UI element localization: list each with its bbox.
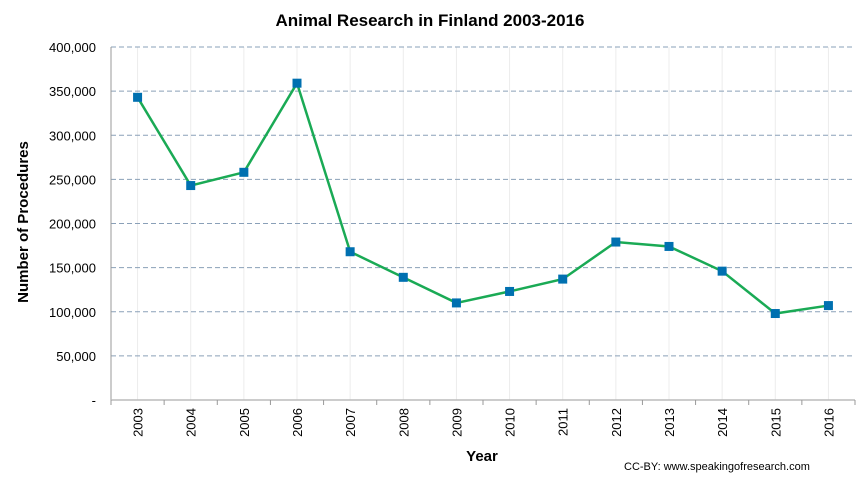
x-tick-label: 2016: [821, 408, 836, 437]
y-tick-label: 250,000: [49, 172, 96, 187]
series-line-path: [136, 80, 829, 315]
x-tick-label: 2012: [609, 408, 624, 437]
data-point-marker: [451, 298, 461, 308]
chart-title: Animal Research in Finland 2003-2016: [276, 11, 585, 30]
data-point-marker: [611, 237, 621, 247]
y-tick-label: 50,000: [56, 349, 96, 364]
x-tick-label: 2014: [715, 408, 730, 437]
x-tick-label: 2007: [343, 408, 358, 437]
credit-text: CC-BY: www.speakingofresearch.com: [624, 461, 810, 473]
x-tick-label: 2004: [184, 408, 199, 437]
data-point-marker: [398, 272, 408, 282]
y-tick-label: 300,000: [49, 128, 96, 143]
y-axis-label: Number of Procedures: [15, 141, 32, 303]
x-tick-label: 2013: [662, 408, 677, 437]
x-tick-label: 2006: [290, 408, 305, 437]
data-point-marker: [345, 247, 355, 257]
data-point-marker: [770, 309, 780, 319]
x-tick-label: 2015: [768, 408, 783, 437]
x-tick-label: 2003: [131, 408, 146, 437]
y-tick-label: -: [92, 393, 96, 408]
y-tick-label: 150,000: [49, 261, 96, 276]
data-point-marker: [664, 241, 674, 251]
series-line: [133, 78, 833, 319]
x-tick-label: 2008: [396, 408, 411, 437]
data-point-marker: [558, 274, 568, 284]
data-point-marker: [133, 92, 143, 102]
gridlines: [110, 46, 856, 405]
data-point-marker: [717, 266, 727, 276]
data-point-marker: [505, 286, 515, 296]
y-tick-label: 400,000: [49, 40, 96, 55]
x-tick-label: 2010: [503, 408, 518, 437]
y-tick-label: 100,000: [49, 305, 96, 320]
y-tick-label: 200,000: [49, 217, 96, 232]
y-axis-ticks: - 50,000 100,000 150,000 200,000 250,000 300,0…: [49, 40, 96, 408]
data-point-marker: [239, 167, 249, 177]
data-point-marker: [186, 181, 196, 191]
y-tick-label: 350,000: [49, 84, 96, 99]
x-axis-ticks: 2003 2004 2005 2006 2007 2008 2009 2010 2011 2012…: [131, 408, 837, 437]
x-tick-label: 2009: [449, 408, 464, 437]
x-tick-label: 2011: [556, 408, 571, 436]
data-point-marker: [292, 78, 302, 88]
data-point-marker: [823, 301, 833, 311]
x-tick-label: 2005: [237, 408, 252, 437]
x-axis-label: Year: [466, 448, 498, 465]
